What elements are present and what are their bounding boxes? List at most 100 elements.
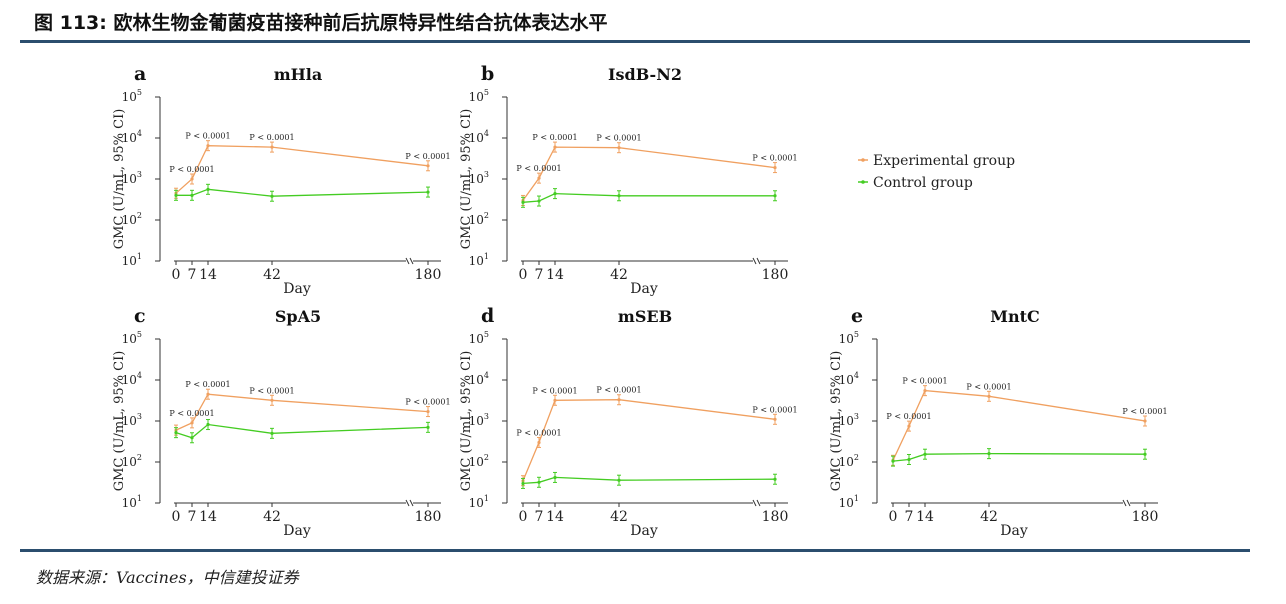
legend-label-control: Control group xyxy=(873,175,973,191)
top-divider xyxy=(20,40,1250,43)
data-point xyxy=(206,419,210,431)
data-point xyxy=(521,196,525,208)
data-point xyxy=(190,417,194,429)
x-axis-label: Day xyxy=(1000,523,1028,539)
panel-letter: a xyxy=(134,63,146,85)
legend: Experimental group Control group xyxy=(858,153,1015,191)
p-value-annotation: P < 0.0001 xyxy=(1122,407,1167,416)
y-tick-label: 105 xyxy=(122,88,142,104)
legend-marker-experimental xyxy=(861,158,865,162)
p-value-annotation: P < 0.0001 xyxy=(516,164,561,173)
y-tick-label: 105 xyxy=(469,330,489,346)
series-line-control xyxy=(176,188,429,197)
legend-label-experimental: Experimental group xyxy=(873,153,1015,169)
p-value-annotation: P < 0.0001 xyxy=(532,133,577,142)
y-axis-label: GMC (U/mL, 95% CI) xyxy=(459,109,474,250)
p-value-annotation: P < 0.0001 xyxy=(405,152,450,161)
x-axis-label: Day xyxy=(630,281,658,297)
panel-title: MntC xyxy=(990,307,1039,326)
data-point xyxy=(270,427,274,439)
x-tick-label: 0 xyxy=(172,267,181,283)
panel-letter: e xyxy=(851,305,863,327)
p-value-annotation: P < 0.0001 xyxy=(405,398,450,407)
data-point xyxy=(270,394,274,406)
x-tick-label: 14 xyxy=(546,267,564,283)
x-tick-label: 7 xyxy=(188,509,197,525)
data-point xyxy=(426,406,430,418)
y-tick-label: 105 xyxy=(469,88,489,104)
y-tick-label: 101 xyxy=(839,494,859,510)
x-tick-label: 42 xyxy=(610,509,628,525)
x-tick-label: 7 xyxy=(188,267,197,283)
y-axis-label: GMC (U/mL, 95% CI) xyxy=(112,109,127,250)
x-axis-label: Day xyxy=(630,523,658,539)
data-point xyxy=(174,427,178,439)
x-tick-label: 7 xyxy=(535,267,544,283)
p-value-annotation: P < 0.0001 xyxy=(169,409,214,418)
data-point xyxy=(773,413,777,425)
p-value-annotation: P < 0.0001 xyxy=(886,412,931,421)
source-note: 数据来源：Vaccines，中信建投证券 xyxy=(36,568,299,587)
y-tick-label: 101 xyxy=(122,494,142,510)
p-value-annotation: P < 0.0001 xyxy=(169,165,214,174)
data-point xyxy=(553,471,557,483)
x-tick-label: 7 xyxy=(535,509,544,525)
x-tick-label: 0 xyxy=(889,509,898,525)
panel-title: IsdB-N2 xyxy=(608,65,682,84)
p-value-annotation: P < 0.0001 xyxy=(249,133,294,142)
data-point xyxy=(553,188,557,200)
y-tick-label: 101 xyxy=(122,252,142,268)
data-point xyxy=(190,189,194,201)
p-value-annotation: P < 0.0001 xyxy=(249,386,294,395)
x-tick-label: 180 xyxy=(762,509,789,525)
panel-title: mHla xyxy=(274,65,323,84)
data-point xyxy=(617,142,621,154)
data-point xyxy=(426,186,430,198)
axis-break-mark xyxy=(756,499,761,507)
data-point xyxy=(553,394,557,406)
p-value-annotation: P < 0.0001 xyxy=(752,405,797,414)
x-tick-label: 180 xyxy=(762,267,789,283)
panel-letter: d xyxy=(481,305,494,327)
data-point xyxy=(773,473,777,485)
p-value-annotation: P < 0.0001 xyxy=(596,386,641,395)
data-point xyxy=(537,436,541,448)
data-point xyxy=(270,141,274,153)
series-line-control xyxy=(522,476,776,485)
p-value-annotation: P < 0.0001 xyxy=(532,386,577,395)
bottom-divider xyxy=(20,549,1250,552)
panel-letter: b xyxy=(481,63,494,85)
data-point xyxy=(206,140,210,152)
x-tick-label: 180 xyxy=(415,267,442,283)
y-tick-label: 101 xyxy=(469,494,489,510)
axis-break-mark xyxy=(752,257,757,265)
series-line-control xyxy=(892,452,1146,462)
x-tick-label: 7 xyxy=(905,509,914,525)
data-point xyxy=(190,173,194,185)
data-point xyxy=(537,172,541,184)
axis-break-mark xyxy=(1122,499,1127,507)
figure-title: 图 113: 欧林生物金葡菌疫苗接种前后抗原特异性结合抗体表达水平 xyxy=(34,12,608,34)
data-point xyxy=(907,454,911,466)
data-point xyxy=(773,162,777,174)
legend-marker-control xyxy=(861,180,865,184)
x-tick-label: 14 xyxy=(546,509,564,525)
data-point xyxy=(521,477,525,489)
data-point xyxy=(923,448,927,460)
panel-title: SpA5 xyxy=(275,307,321,326)
data-point xyxy=(617,474,621,486)
p-value-annotation: P < 0.0001 xyxy=(185,132,230,141)
data-point xyxy=(206,388,210,400)
data-point xyxy=(537,476,541,488)
data-point xyxy=(537,195,541,207)
axis-break-mark xyxy=(409,257,414,265)
data-point xyxy=(174,189,178,201)
p-value-annotation: P < 0.0001 xyxy=(902,377,947,386)
x-tick-label: 14 xyxy=(199,509,217,525)
y-tick-label: 105 xyxy=(122,330,142,346)
data-point xyxy=(987,448,991,460)
